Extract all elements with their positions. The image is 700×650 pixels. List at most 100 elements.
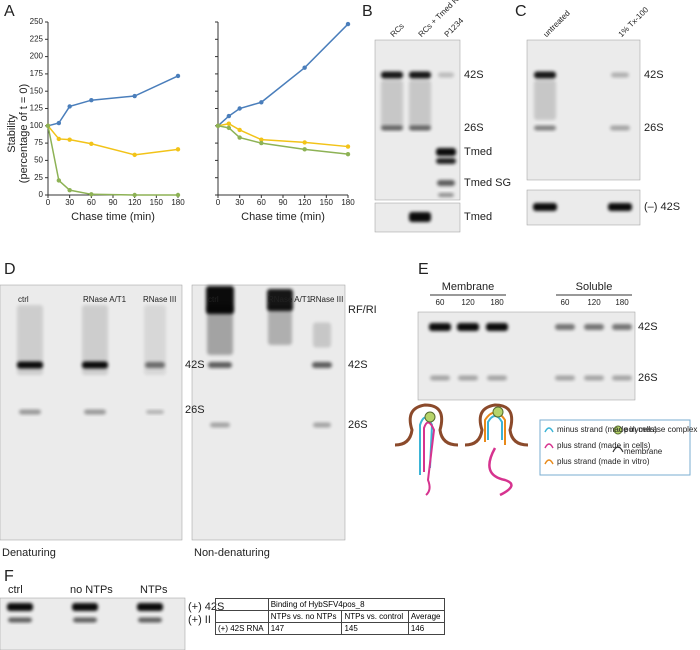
data-point bbox=[67, 104, 72, 109]
x-tick-label: 90 bbox=[109, 198, 118, 207]
gel-band bbox=[608, 203, 632, 211]
series-line bbox=[47, 75, 179, 127]
y-tick-label: 25 bbox=[34, 173, 43, 182]
data-point bbox=[56, 136, 62, 142]
data-point bbox=[302, 140, 307, 145]
data-point bbox=[132, 152, 137, 158]
gel-band bbox=[534, 125, 556, 131]
y-tick-label: 175 bbox=[30, 69, 44, 78]
gel-band bbox=[82, 305, 108, 375]
band-label: 42S bbox=[464, 69, 484, 81]
y-tick-label: 150 bbox=[30, 86, 44, 95]
table-cell bbox=[215, 610, 269, 623]
y-axis-label: Stability bbox=[6, 114, 18, 153]
gel-band bbox=[82, 361, 108, 369]
lane-label: ctrl bbox=[8, 584, 23, 596]
data-point bbox=[226, 113, 232, 119]
lane-label: 180 bbox=[615, 298, 629, 307]
gel-band bbox=[268, 305, 292, 345]
x-tick-label: 120 bbox=[128, 198, 142, 207]
lane-label: 60 bbox=[436, 298, 445, 307]
table-cell: 145 bbox=[341, 622, 409, 635]
band-label: RF/RI bbox=[348, 304, 377, 316]
gel-band bbox=[84, 409, 106, 415]
data-point bbox=[56, 178, 62, 183]
data-point bbox=[259, 137, 264, 142]
y-tick-label: 100 bbox=[30, 121, 44, 130]
band-label: 26S bbox=[464, 122, 484, 134]
x-tick-label: 0 bbox=[46, 198, 51, 207]
gel-band bbox=[312, 362, 332, 368]
band-label: 42S bbox=[638, 321, 658, 333]
band-label: 26S bbox=[348, 419, 368, 431]
caption: Non-denaturing bbox=[194, 547, 270, 559]
band-label: Tmed SG bbox=[464, 177, 511, 189]
band-label: (–) 42S bbox=[644, 201, 680, 213]
gel-band bbox=[381, 80, 403, 130]
gel-band bbox=[487, 375, 507, 381]
gel-band bbox=[409, 212, 431, 222]
gel-band bbox=[144, 305, 166, 375]
legend-label: polymerase complex bbox=[624, 425, 697, 434]
data-point bbox=[259, 100, 264, 105]
series-line bbox=[47, 125, 179, 156]
table-header: Average bbox=[407, 610, 446, 623]
x-tick-label: 150 bbox=[320, 198, 334, 207]
legend-label: minus strand (made in cells) bbox=[557, 425, 657, 434]
panel-letter: D bbox=[4, 261, 16, 278]
gel-band bbox=[381, 71, 403, 79]
panel-letter: A bbox=[4, 3, 15, 20]
band-label: 26S bbox=[185, 404, 205, 416]
gel-band bbox=[137, 603, 163, 611]
lane-label: 1% Tx-100 bbox=[617, 5, 651, 39]
y-axis-label: (percentage of t = 0) bbox=[18, 84, 30, 183]
table-title: Binding of HybSFV4pos_8 bbox=[267, 598, 446, 611]
x-tick-label: 30 bbox=[235, 198, 244, 207]
lane-label: NTPs bbox=[140, 584, 168, 596]
table-header: NTPs vs. control bbox=[341, 610, 409, 623]
x-tick-label: 0 bbox=[216, 198, 221, 207]
legend-label: membrane bbox=[624, 447, 663, 456]
gel-band bbox=[534, 71, 556, 79]
data-point bbox=[89, 192, 94, 197]
gel-band bbox=[381, 125, 403, 131]
series-line bbox=[47, 125, 178, 196]
gel-band bbox=[612, 324, 632, 330]
gel-band bbox=[436, 158, 456, 164]
x-tick-label: 150 bbox=[150, 198, 164, 207]
data-point bbox=[67, 137, 72, 142]
gel-band bbox=[207, 305, 233, 355]
gel-band bbox=[17, 305, 43, 375]
lane-label: RNase III bbox=[143, 295, 176, 304]
x-axis-label: Chase time (min) bbox=[71, 211, 155, 223]
lane-label: 120 bbox=[587, 298, 601, 307]
gel-band bbox=[457, 323, 479, 331]
data-point bbox=[175, 147, 181, 152]
band-label: 42S bbox=[348, 359, 368, 371]
gel-band bbox=[584, 324, 604, 330]
band-label: Tmed bbox=[464, 211, 492, 223]
x-axis-label: Chase time (min) bbox=[241, 211, 325, 223]
gel-band bbox=[138, 617, 162, 623]
lane-label: 180 bbox=[490, 298, 504, 307]
y-tick-label: 75 bbox=[34, 138, 43, 147]
data-point bbox=[67, 187, 72, 193]
gel-band bbox=[146, 410, 164, 414]
table-header: NTPs vs. no NTPs bbox=[267, 610, 343, 623]
x-tick-label: 60 bbox=[87, 198, 96, 207]
band-label: 26S bbox=[638, 372, 658, 384]
y-tick-label: 0 bbox=[39, 190, 44, 199]
gel-band bbox=[533, 203, 557, 211]
gel-band bbox=[7, 603, 33, 611]
table-cell: 147 bbox=[267, 622, 343, 635]
data-point bbox=[302, 147, 307, 152]
gel-band bbox=[430, 375, 450, 381]
gel-band bbox=[145, 362, 165, 368]
gel-band bbox=[208, 362, 232, 368]
gel-band bbox=[8, 617, 32, 623]
data-point bbox=[237, 106, 242, 111]
table-cell bbox=[215, 598, 269, 611]
gel-band bbox=[437, 180, 455, 186]
lane-label: 120 bbox=[461, 298, 475, 307]
